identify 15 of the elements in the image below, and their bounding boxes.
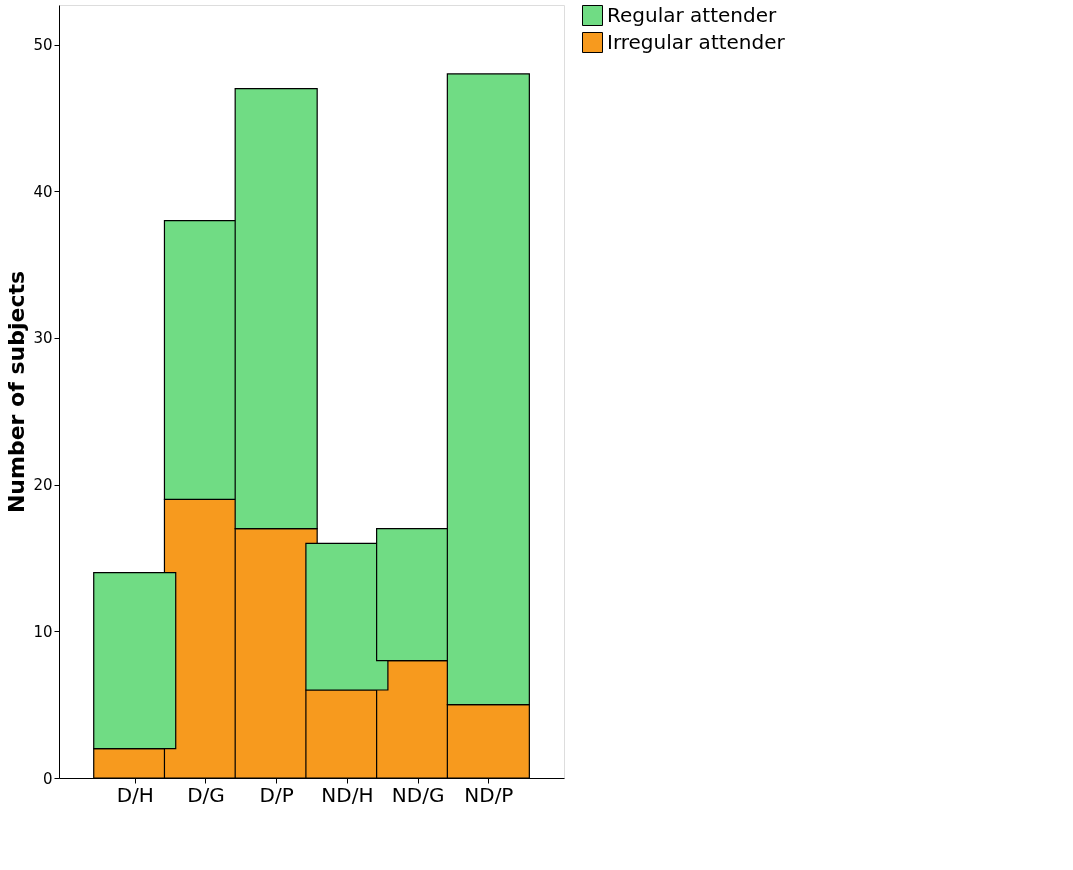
y-tick-label: 40 — [33, 182, 53, 201]
y-tick-label: 10 — [33, 622, 53, 641]
x-tick-label: D/H — [116, 782, 154, 807]
legend-label: Irregular attender — [607, 29, 786, 54]
x-tick-label: D/G — [187, 782, 225, 807]
legend-label: Regular attender — [607, 2, 777, 27]
y-tick-label: 30 — [33, 329, 53, 348]
x-tick-label: D/P — [259, 782, 294, 807]
x-tick-label: ND/G — [391, 782, 445, 807]
x-tick-label: ND/P — [464, 782, 514, 807]
x-tick-label: ND/H — [321, 782, 374, 807]
y-axis-title: Number of subjects — [4, 270, 30, 514]
y-tick-label: 50 — [33, 36, 53, 55]
y-tick-label: 0 — [42, 769, 53, 788]
y-tick-label: 20 — [33, 476, 53, 495]
